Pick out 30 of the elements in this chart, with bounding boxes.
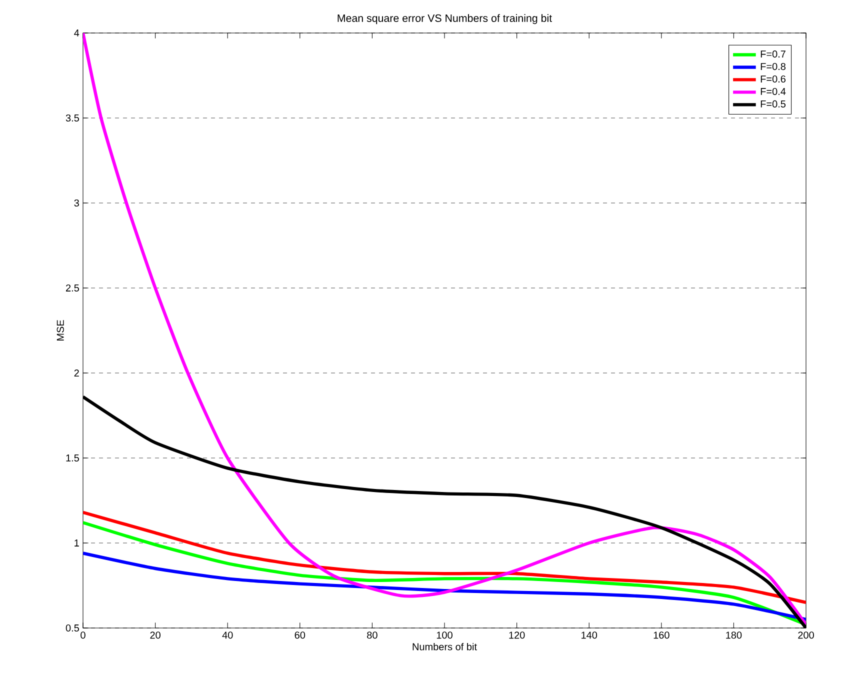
x-axis-title: Numbers of bit <box>412 642 477 650</box>
line-series <box>83 552 806 622</box>
legend-label: F=0.8 <box>760 62 786 70</box>
x-tick-label: 40 <box>222 632 233 639</box>
y-axis-title: MSE <box>56 320 64 341</box>
legend-label: F=0.7 <box>760 50 786 58</box>
x-tick-label: 120 <box>509 632 525 639</box>
y-tick-label: 3.5 <box>66 114 79 122</box>
legend-label: F=0.5 <box>760 100 786 108</box>
x-tick-label: 80 <box>367 632 378 639</box>
chart-title: Mean square error VS Numbers of training bit <box>338 14 552 24</box>
line-series <box>83 510 806 604</box>
x-tick-label: 0 <box>80 632 86 639</box>
y-tick-label: 1 <box>74 540 79 546</box>
y-tick-label: 2 <box>74 370 79 376</box>
y-tick-label: 0.5 <box>66 624 79 632</box>
x-tick-label: 100 <box>436 632 452 639</box>
y-tick-label: 4 <box>74 30 80 36</box>
y-tick-label: 1.5 <box>66 454 79 462</box>
x-tick-label: 160 <box>654 632 670 639</box>
y-tick-label: 3 <box>74 199 79 207</box>
line-series <box>83 32 806 626</box>
x-tick-label: 20 <box>150 632 160 639</box>
legend-label: F=0.6 <box>760 75 786 83</box>
x-tick-label: 60 <box>294 632 306 639</box>
x-tick-label: 180 <box>726 632 742 639</box>
legend-label: F=0.4 <box>760 88 786 96</box>
y-tick-label: 2.5 <box>66 284 79 292</box>
x-tick-label: 140 <box>582 632 598 639</box>
x-tick-label: 200 <box>798 632 814 639</box>
